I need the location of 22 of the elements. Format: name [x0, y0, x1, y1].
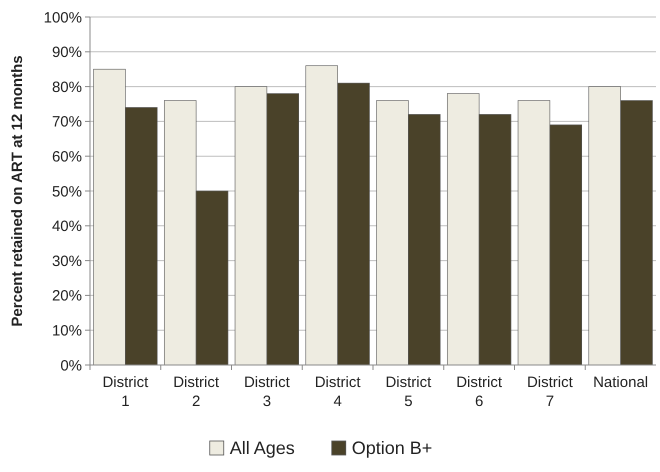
x-tick-label: District 6	[456, 374, 503, 410]
y-tick-label: 80%	[52, 78, 82, 96]
x-tick-label: District 1	[102, 374, 150, 410]
x-tick-label: National	[593, 374, 648, 391]
y-tick-label: 50%	[52, 183, 82, 200]
legend-label: Option B+	[352, 438, 432, 458]
x-tick-label: District 7	[526, 374, 574, 410]
x-tick-label: District 3	[244, 374, 291, 410]
y-tick-label: 100%	[44, 9, 82, 26]
x-tick-label: District 4	[314, 374, 362, 410]
y-tick-label: 10%	[52, 322, 82, 340]
y-tick-label: 30%	[52, 252, 82, 270]
y-axis-title: Percent retained on ART at 12 months	[9, 55, 26, 327]
y-tick-label: 40%	[52, 218, 82, 236]
y-tick-label: 20%	[52, 288, 82, 305]
y-tick-label: 0%	[60, 357, 82, 374]
y-tick-label: 90%	[52, 44, 82, 62]
legend-label: All Ages	[230, 438, 295, 458]
x-tick-label: District 5	[385, 374, 432, 410]
y-tick-label: 60%	[52, 148, 82, 166]
x-tick-label: District 2	[173, 374, 220, 410]
y-tick-label: 70%	[52, 114, 82, 131]
